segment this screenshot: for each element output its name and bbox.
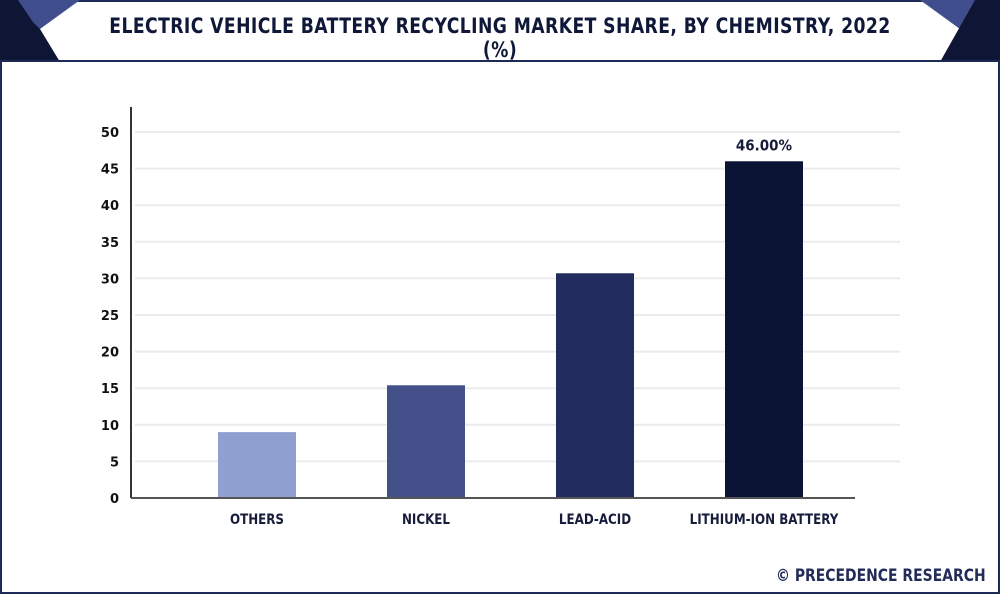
y-tick-label: 15 [101,382,119,397]
brand-name: PRECEDENCE RESEARCH [795,566,986,586]
y-tick-label: 50 [101,126,119,141]
bars [218,161,803,498]
y-axis-ticks: 0 5 10 15 20 25 30 35 40 45 50 [101,126,119,507]
bar-others [218,432,296,498]
bar-lithium-ion-battery [725,161,803,498]
data-label: 46.00% [736,138,792,155]
x-category-label: LEAD-ACID [559,512,631,528]
y-tick-label: 0 [110,492,119,507]
y-tick-label: 20 [101,346,119,361]
chart-title: ELECTRIC VEHICLE BATTERY RECYCLING MARKE… [109,14,891,62]
brand-footer: © PRECEDENCE RESEARCH [776,566,986,586]
y-tick-label: 35 [101,236,119,251]
y-tick-label: 10 [101,419,119,434]
x-category-label: LITHIUM-ION BATTERY [690,512,839,528]
header-banner: ELECTRIC VEHICLE BATTERY RECYCLING MARKE… [0,0,1000,62]
y-tick-label: 40 [101,199,119,214]
header-right-accent-dark [940,0,1000,62]
header-decoration [0,0,1000,62]
y-tick-label: 25 [101,309,119,324]
x-category-label: OTHERS [230,512,284,528]
copyright-icon: © [776,566,791,586]
y-tick-label: 30 [101,272,119,287]
x-axis-labels: OTHERS NICKEL LEAD-ACID LITHIUM-ION BATTERY [230,512,839,528]
y-tick-label: 5 [110,455,119,470]
bar-nickel [387,385,465,498]
y-tick-label: 45 [101,163,119,178]
bar-lead-acid [556,273,634,498]
data-labels: 46.00% [736,138,792,155]
x-category-label: NICKEL [402,512,450,528]
